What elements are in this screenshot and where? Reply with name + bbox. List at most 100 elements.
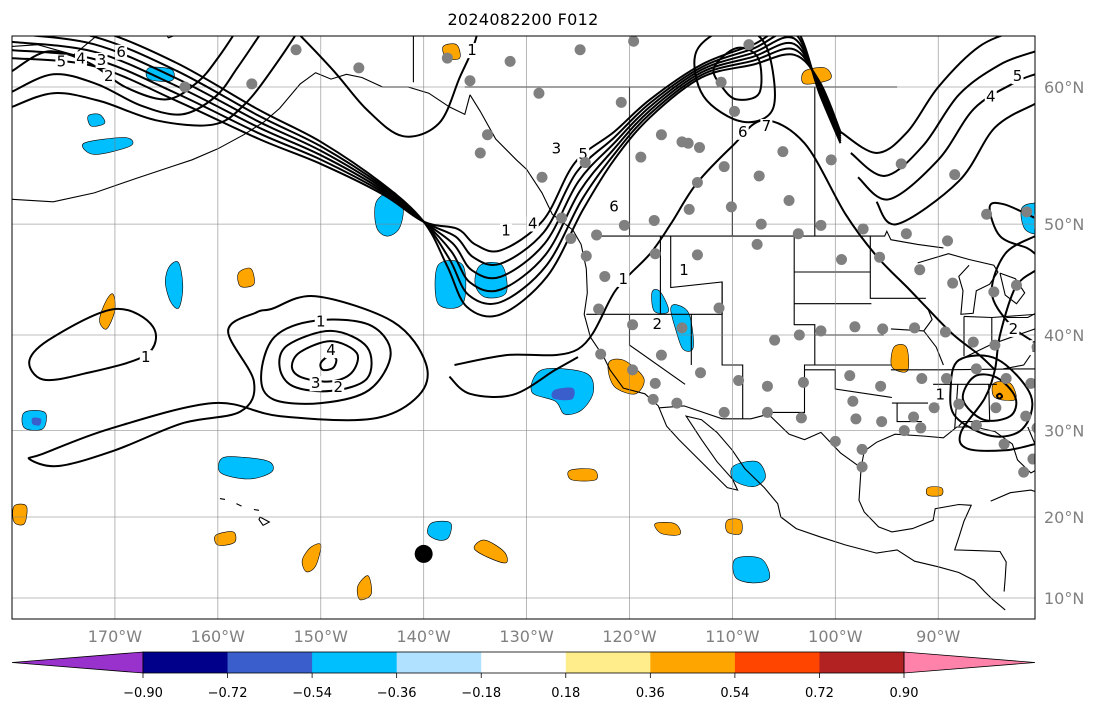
contour-label: 6 [738, 123, 748, 141]
contour-line [12, 36, 842, 267]
contour-line [949, 354, 1034, 438]
station-dot [635, 151, 647, 163]
contour-label-bg [678, 263, 691, 279]
station-dot [844, 370, 856, 382]
station-dot [593, 303, 605, 315]
map-frame [11, 35, 1036, 620]
lon-tick-label: 160°W [191, 627, 246, 646]
lat-tick-label: 10°N [1044, 589, 1084, 608]
contour-label: 3 [552, 140, 562, 158]
strong-negative-core [551, 387, 575, 401]
contour-label-bg [139, 350, 152, 366]
station-dot [676, 136, 688, 148]
station-dot [1027, 453, 1035, 465]
boundary-line [990, 489, 1035, 502]
boundary-line [917, 253, 999, 315]
contour-label: 4 [326, 341, 336, 359]
contour-line [25, 36, 842, 293]
boundary-line [12, 72, 471, 203]
station-dot [783, 195, 795, 207]
station-dot [900, 228, 912, 240]
station-dot [815, 219, 827, 231]
contour-line [27, 295, 429, 468]
boundary-line [943, 368, 1035, 371]
negative-anomaly-patch [87, 113, 106, 127]
colorbar-swatch [227, 652, 313, 673]
positive-anomaly-patch [725, 518, 743, 535]
colorbar-tick-label: 0.18 [551, 686, 580, 701]
strong-negative-core [31, 417, 42, 426]
contour-label-bg [325, 343, 338, 359]
contour-label-bg [760, 119, 773, 135]
station-dot [874, 251, 886, 263]
contour-label: 2 [104, 67, 114, 85]
station-dot [1025, 377, 1035, 389]
station-dot [849, 321, 861, 333]
station-dot [655, 349, 667, 361]
station-dot [683, 203, 695, 215]
contour-label: 6 [1056, 53, 1066, 71]
lat-tick-label: 60°N [1044, 78, 1084, 97]
boundary-line [858, 467, 1007, 592]
boundary-line [219, 498, 226, 500]
contour-line [112, 36, 842, 318]
station-dot [1031, 342, 1035, 353]
colorbar-tick-label: −0.54 [292, 686, 332, 701]
station-dot [755, 218, 767, 230]
colorbar-tick-label: 0.90 [890, 686, 919, 701]
station-dot [691, 177, 703, 189]
contour-label-bg [1007, 321, 1020, 337]
contour-label: 2 [653, 315, 663, 333]
positive-anomaly-patch [356, 575, 372, 601]
positive-anomaly-patch [473, 539, 508, 564]
station-dot [856, 461, 868, 473]
contour-label-bg [608, 199, 621, 215]
station-dot [988, 286, 1000, 298]
colorbar-min-extension [11, 651, 144, 674]
boundary-line [258, 516, 271, 527]
station-dot [599, 270, 611, 282]
contour-line [12, 36, 235, 101]
contour-line [448, 356, 579, 398]
colorbar-swatch [143, 652, 229, 673]
contour-label: 3 [97, 51, 107, 69]
lat-tick-label: 20°N [1044, 508, 1084, 527]
station-dot [246, 78, 258, 90]
boundary-line [869, 236, 926, 299]
contour-label-bg [115, 44, 128, 60]
station-dot [939, 326, 951, 338]
contour-line [278, 329, 373, 393]
station-dot [464, 75, 476, 87]
contour-label: 7 [762, 117, 772, 135]
lat-tick-label: 30°N [1044, 422, 1084, 441]
station-dot [940, 373, 952, 385]
station-dot [353, 62, 365, 74]
contour-label: 4 [866, 0, 876, 17]
negative-anomaly-patch [427, 520, 452, 541]
contour-label: 6 [116, 43, 126, 61]
contour-label-bg [74, 51, 87, 67]
station-dot [713, 302, 725, 314]
station-dot [648, 214, 660, 226]
boundary-line [860, 426, 1035, 474]
lon-tick-label: 170°W [88, 627, 143, 646]
longitude-ticks: 170°W 160°W 150°W 140°W 130°W 120°W 110°W 100°W… [88, 627, 961, 646]
contour-line [28, 307, 157, 382]
contour-label: 1 [141, 348, 151, 366]
colorbar-swatch [396, 652, 482, 673]
station-dot [970, 363, 982, 375]
colorbar-swatch [819, 652, 905, 673]
station-dot [990, 402, 1002, 414]
boundary-line [1006, 313, 1035, 319]
contour-label-bg [526, 216, 539, 232]
contour-label: 5 [57, 53, 67, 71]
contour-label: 4 [528, 215, 538, 233]
station-dot [441, 52, 453, 64]
positive-anomaly-patch [925, 486, 944, 497]
contour-line [839, 36, 1004, 155]
station-dot [1043, 292, 1054, 303]
negative-anomaly-patch [474, 261, 508, 299]
station-dot [777, 146, 789, 158]
boundary-line [236, 503, 242, 507]
negative-anomaly-patch [940, 0, 981, 10]
